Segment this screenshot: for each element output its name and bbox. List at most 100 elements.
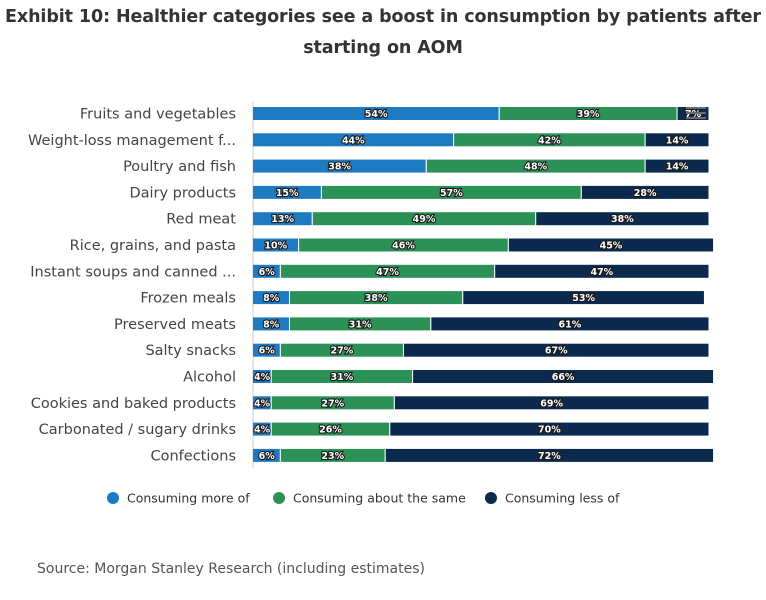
data-label: 54%	[365, 109, 388, 120]
data-label: 31%	[331, 372, 354, 383]
bar-segment	[312, 212, 536, 226]
data-label: 8%	[263, 293, 280, 304]
chart-title-line-1: Exhibit 10: Healthier categories see a b…	[5, 7, 761, 27]
data-label: 4%	[254, 398, 271, 409]
data-label: 27%	[331, 346, 354, 357]
data-label: 23%	[321, 451, 344, 462]
category-label: Rice, grains, and pasta	[70, 238, 236, 254]
bar-segment	[462, 291, 704, 305]
data-label: 13%	[271, 214, 294, 225]
bar-segment	[253, 212, 312, 226]
bar-segment	[389, 422, 709, 436]
data-label: 38%	[365, 293, 388, 304]
bar-segment	[385, 448, 714, 462]
data-label: 70%	[538, 425, 561, 436]
data-label: 45%	[600, 241, 623, 252]
data-label: 39%	[577, 109, 600, 120]
data-label: 49%	[413, 214, 436, 225]
data-label: 28%	[634, 188, 657, 199]
category-label: Fruits and vegetables	[80, 107, 236, 123]
data-label: 15%	[276, 188, 299, 199]
bar-segment	[253, 448, 280, 462]
bar-segment	[253, 317, 289, 331]
bar-segment	[280, 448, 385, 462]
bar-segment	[253, 396, 271, 410]
bar-segment	[253, 422, 271, 436]
bar-segment	[289, 317, 431, 331]
bar-segment	[253, 107, 499, 120]
bar-segment	[412, 370, 714, 383]
bar-segment	[426, 159, 645, 173]
bar-segment	[494, 264, 709, 278]
category-label: Cookies and baked products	[31, 396, 236, 412]
data-label: 66%	[552, 372, 575, 383]
data-label: 47%	[590, 267, 613, 278]
bar-segment	[253, 370, 271, 383]
bar-segment	[280, 343, 403, 357]
data-label: 72%	[538, 451, 561, 462]
data-label: 26%	[319, 425, 342, 436]
bar-segment	[499, 107, 677, 120]
bar-segment	[253, 133, 454, 147]
legend-marker	[273, 492, 285, 504]
category-label: Weight-loss management f...	[28, 133, 236, 149]
data-label: 61%	[559, 319, 582, 330]
data-label: 46%	[392, 241, 415, 252]
data-label: 42%	[538, 135, 561, 146]
bar-segment	[271, 396, 394, 410]
bar-segment	[298, 238, 508, 252]
bar-segment	[453, 133, 645, 147]
legend-label: Consuming less of	[505, 491, 620, 506]
category-label: Dairy products	[129, 185, 236, 201]
category-label: Red meat	[166, 212, 236, 228]
bar-segment	[253, 185, 321, 199]
bar-segment	[394, 396, 709, 410]
data-label: 8%	[263, 319, 280, 330]
category-label: Carbonated / sugary drinks	[39, 422, 236, 438]
bar-segment	[430, 317, 709, 331]
data-label: 4%	[254, 425, 271, 436]
bar-segment	[280, 264, 495, 278]
data-label: 69%	[540, 398, 563, 409]
data-label: 38%	[611, 214, 634, 225]
bar-segment	[289, 291, 463, 305]
bar-segment	[253, 291, 289, 305]
bar-segment	[253, 343, 280, 357]
data-label: 14%	[666, 162, 689, 173]
data-label: 31%	[349, 319, 372, 330]
source-note: Source: Morgan Stanley Research (includi…	[37, 561, 425, 577]
category-label: Alcohol	[183, 370, 236, 386]
data-label: 14%	[666, 135, 689, 146]
category-label: Frozen meals	[140, 291, 236, 307]
data-label: 27%	[321, 398, 344, 409]
bar-segment	[581, 185, 709, 199]
data-label: 6%	[259, 346, 276, 357]
bar-segment	[271, 422, 390, 436]
data-label: 47%	[376, 267, 399, 278]
legend-label: Consuming more of	[127, 491, 250, 506]
bar-segment	[253, 238, 299, 252]
data-label: 67%	[545, 346, 568, 357]
chart-title-line-2: starting on AOM	[303, 38, 463, 58]
bar-segment	[253, 264, 280, 278]
bar-segment	[271, 370, 413, 383]
bar-segment	[645, 159, 709, 173]
bar-segment	[535, 212, 709, 226]
category-label: Confections	[150, 448, 236, 464]
bar-segment	[403, 343, 709, 357]
category-label: Salty snacks	[145, 343, 236, 359]
bar-segment	[508, 238, 714, 252]
data-label: 57%	[440, 188, 463, 199]
bar-segment	[253, 159, 426, 173]
bar-segment	[645, 133, 709, 147]
legend-marker	[107, 492, 119, 504]
hamburger-menu-icon[interactable]	[684, 104, 708, 120]
data-label: 44%	[342, 135, 365, 146]
data-label: 38%	[328, 162, 351, 173]
category-label: Preserved meats	[114, 317, 236, 333]
data-label: 10%	[264, 241, 287, 252]
chart-title: Exhibit 10: Healthier categories see a b…	[0, 2, 766, 64]
legend-marker	[485, 492, 497, 504]
bar-segment	[321, 185, 581, 199]
data-label: 6%	[259, 267, 276, 278]
